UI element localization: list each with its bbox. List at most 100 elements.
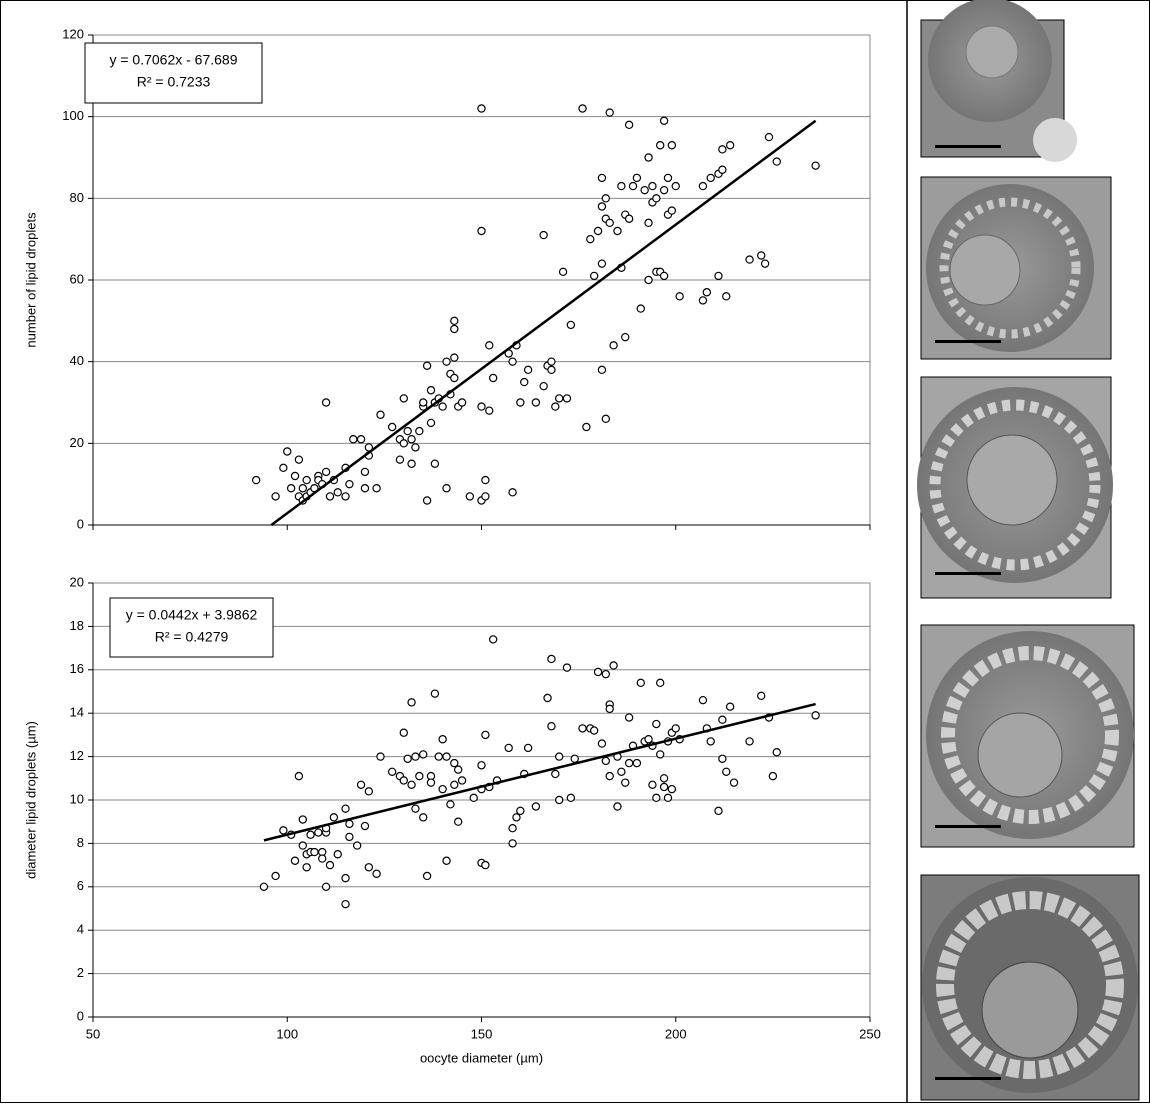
point bbox=[725, 702, 735, 711]
point bbox=[659, 271, 669, 281]
point bbox=[632, 758, 642, 768]
x-axis-label: oocyte diameter (µm) bbox=[420, 1050, 543, 1065]
point bbox=[442, 484, 451, 493]
point bbox=[714, 271, 723, 281]
point bbox=[597, 739, 607, 748]
point bbox=[531, 802, 541, 811]
trend-line bbox=[270, 119, 817, 527]
point bbox=[718, 715, 727, 724]
point bbox=[387, 422, 397, 432]
point bbox=[306, 830, 315, 839]
point bbox=[395, 455, 405, 464]
point bbox=[450, 316, 459, 326]
micrographs bbox=[917, 0, 1140, 1101]
point bbox=[593, 226, 603, 236]
x-tick-label: 150 bbox=[471, 1026, 493, 1041]
point bbox=[422, 496, 432, 505]
point bbox=[453, 765, 463, 774]
point bbox=[624, 120, 634, 130]
point bbox=[617, 767, 626, 776]
point bbox=[605, 704, 614, 714]
point bbox=[430, 689, 440, 698]
point bbox=[372, 484, 381, 493]
point bbox=[298, 841, 307, 850]
point bbox=[372, 869, 381, 878]
point bbox=[555, 795, 564, 805]
y-tick-label: 12 bbox=[70, 748, 84, 763]
point bbox=[605, 108, 614, 117]
point bbox=[539, 230, 548, 240]
point bbox=[318, 854, 327, 863]
r-squared: R² = 0.7233 bbox=[137, 74, 211, 90]
point bbox=[722, 292, 731, 301]
point bbox=[632, 173, 642, 183]
point bbox=[555, 394, 564, 403]
point bbox=[356, 780, 366, 790]
point bbox=[419, 750, 428, 759]
point bbox=[636, 678, 645, 688]
point bbox=[387, 767, 397, 776]
y-tick-label: 4 bbox=[77, 922, 84, 937]
equation: y = 0.7062x - 67.689 bbox=[109, 52, 237, 68]
point bbox=[364, 443, 374, 452]
point bbox=[578, 104, 587, 113]
point bbox=[516, 398, 525, 407]
point bbox=[589, 271, 599, 281]
point bbox=[718, 165, 727, 174]
point bbox=[520, 377, 529, 387]
point bbox=[407, 698, 416, 707]
point bbox=[718, 754, 727, 763]
point bbox=[656, 141, 665, 150]
y-axis-label: number of lipid droplets bbox=[23, 212, 38, 348]
x-tick-label: 100 bbox=[276, 1026, 298, 1041]
point bbox=[325, 860, 335, 870]
y-tick-label: 14 bbox=[70, 705, 84, 720]
point bbox=[508, 839, 517, 848]
point bbox=[578, 724, 587, 733]
point bbox=[345, 479, 354, 489]
point bbox=[659, 782, 669, 792]
point bbox=[279, 463, 288, 473]
point bbox=[539, 381, 548, 391]
point bbox=[341, 873, 350, 883]
point bbox=[745, 255, 754, 264]
point bbox=[675, 292, 684, 301]
point bbox=[477, 761, 486, 770]
point bbox=[403, 754, 412, 763]
point bbox=[438, 402, 447, 411]
point bbox=[504, 743, 513, 753]
point bbox=[426, 778, 436, 787]
point bbox=[415, 771, 424, 781]
point bbox=[399, 394, 408, 403]
point bbox=[298, 484, 307, 493]
point bbox=[597, 173, 607, 183]
point bbox=[286, 484, 296, 493]
point bbox=[356, 435, 366, 444]
point bbox=[597, 365, 607, 375]
micrograph bbox=[920, 874, 1140, 1101]
point bbox=[259, 882, 269, 892]
point bbox=[298, 815, 307, 824]
point bbox=[671, 724, 680, 733]
point bbox=[725, 141, 735, 150]
point bbox=[488, 635, 498, 644]
point bbox=[321, 882, 331, 892]
point bbox=[481, 730, 490, 740]
point bbox=[508, 824, 517, 833]
point bbox=[566, 320, 576, 330]
point bbox=[659, 116, 669, 125]
point bbox=[757, 691, 766, 701]
point bbox=[407, 435, 416, 444]
point bbox=[446, 800, 455, 809]
point bbox=[310, 847, 319, 857]
point bbox=[523, 743, 533, 753]
point bbox=[457, 398, 467, 407]
point bbox=[314, 828, 323, 837]
point bbox=[624, 214, 634, 223]
point bbox=[811, 161, 820, 170]
point bbox=[768, 771, 778, 781]
point bbox=[667, 141, 677, 150]
point bbox=[341, 804, 350, 813]
y-tick-label: 0 bbox=[77, 516, 84, 531]
